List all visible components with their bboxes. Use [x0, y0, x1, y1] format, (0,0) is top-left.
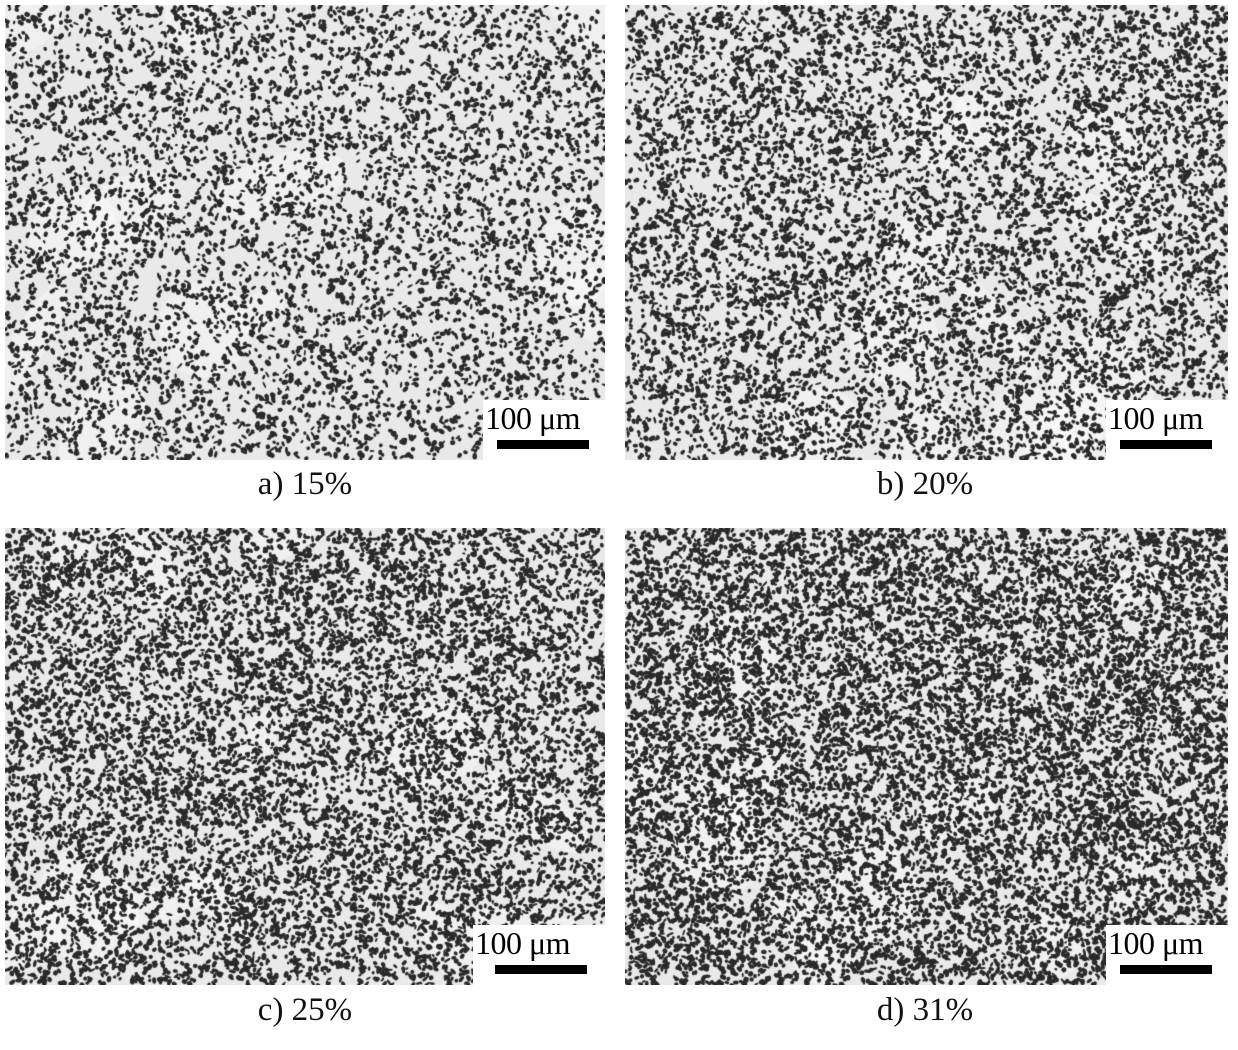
micrograph-image — [625, 528, 1228, 985]
caption-b: b) 20% — [876, 466, 974, 502]
micrograph-image — [5, 5, 605, 460]
scale-bar-box: 100 μm — [473, 925, 605, 985]
scale-bar-label: 100 μm — [1108, 400, 1204, 436]
micrograph-image — [5, 528, 605, 985]
micrograph-d: 100 μm — [625, 528, 1228, 985]
scale-bar-label: 100 μm — [475, 925, 571, 961]
scale-bar — [1120, 440, 1212, 449]
scale-bar-box: 100 μm — [483, 400, 605, 460]
micrograph-a: 100 μm — [5, 5, 605, 460]
caption-c: c) 25% — [257, 992, 353, 1028]
caption-a: a) 15% — [257, 466, 353, 502]
scale-bar-box: 100 μm — [1106, 925, 1228, 985]
micrograph-image — [625, 5, 1228, 460]
scale-bar-box: 100 μm — [1106, 400, 1228, 460]
micrograph-c: 100 μm — [5, 528, 605, 985]
caption-d: d) 31% — [876, 992, 974, 1028]
micrograph-b: 100 μm — [625, 5, 1228, 460]
scale-bar — [495, 965, 587, 974]
scale-bar-label: 100 μm — [1108, 925, 1204, 961]
scale-bar-label: 100 μm — [485, 400, 581, 436]
scale-bar — [497, 440, 589, 449]
scale-bar — [1120, 965, 1212, 974]
